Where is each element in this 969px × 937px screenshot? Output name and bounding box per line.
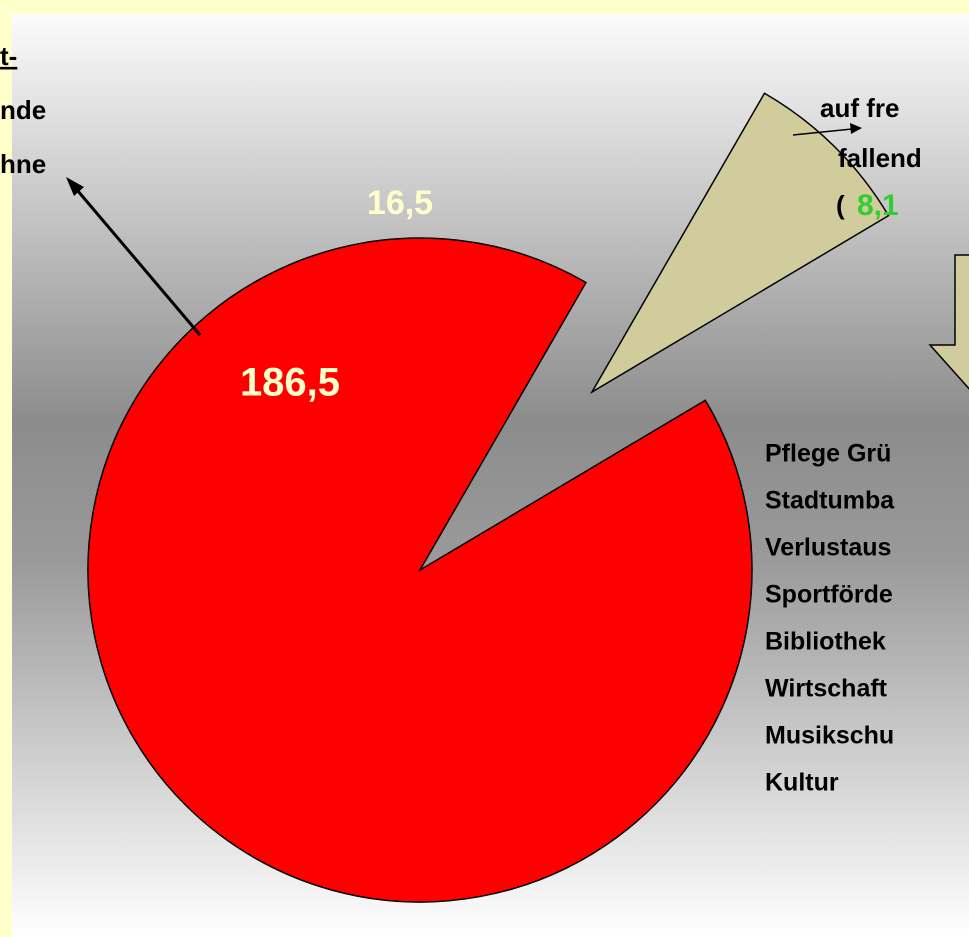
annotation: ( (836, 190, 845, 220)
left-border (0, 0, 12, 937)
down-arrow (928, 254, 969, 390)
top-border (0, 0, 969, 14)
data-label: 16,5 (367, 184, 433, 222)
list-item: Bibliothek (765, 628, 886, 656)
arrow-head (66, 177, 84, 196)
annotation: hne (0, 149, 46, 179)
annotation: fallend (838, 143, 922, 173)
list-item: Verlustaus (765, 534, 891, 562)
list-item: Sportförde (765, 581, 893, 609)
arrow-head (850, 123, 862, 134)
arrow (70, 183, 202, 336)
pie-slice (87, 237, 753, 903)
annotation: t- (0, 41, 17, 71)
list-item: Pflege Grü (765, 440, 891, 468)
annotation: nde (0, 95, 46, 125)
annotation-number: 8,1 (857, 189, 899, 222)
pie (87, 92, 890, 903)
annotation: auf fre (820, 93, 899, 123)
list-item: Musikschu (765, 722, 894, 750)
data-label: 186,5 (240, 361, 340, 405)
texts: 186,5 16,5 t-nde hne auf fre fallend (8,1 Pfleg… (0, 41, 922, 797)
pie-slice (589, 92, 890, 395)
list-item: Stadtumba (765, 487, 895, 515)
arrow (792, 128, 853, 136)
list-item: Kultur (765, 769, 839, 797)
list-item: Wirtschaft (765, 675, 888, 703)
